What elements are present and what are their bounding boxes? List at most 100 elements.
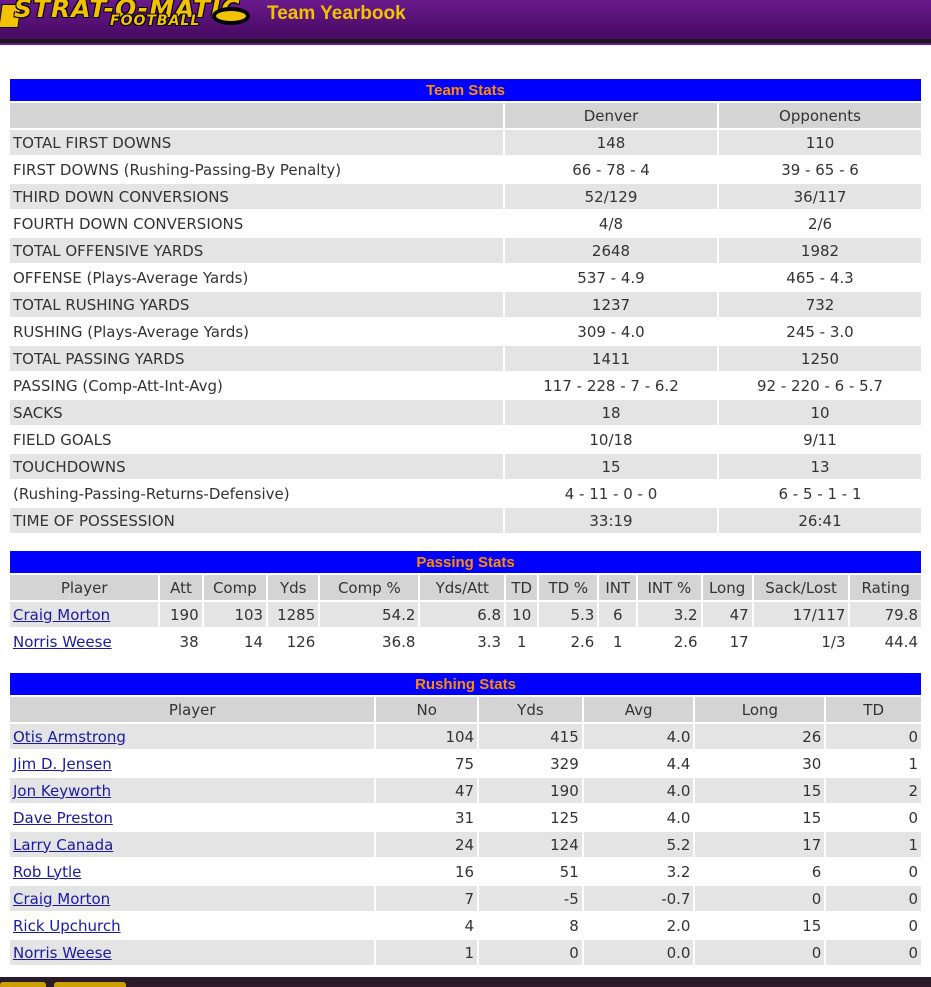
stat-opponent-value: 1982 xyxy=(719,238,922,263)
player-link[interactable]: Larry Canada xyxy=(13,835,114,854)
team-stats-row: RUSHING (Plays-Average Yards) 309 - 4.0 24… xyxy=(10,319,922,344)
team-stats-header-opponents: Opponents xyxy=(719,103,922,128)
rushing-stat-cell: 75 xyxy=(376,751,478,776)
passing-col-header: Comp % xyxy=(320,575,419,600)
passing-stat-cell: 36.8 xyxy=(320,629,419,654)
passing-col-header: Player xyxy=(10,575,159,600)
stat-team-value: 117 - 228 - 7 - 6.2 xyxy=(505,373,717,398)
stat-opponent-value: 732 xyxy=(719,292,922,317)
rushing-stat-cell: 5.2 xyxy=(583,832,694,857)
passing-stat-cell: 1 xyxy=(506,629,538,654)
stat-team-value: 1411 xyxy=(505,346,717,371)
stat-opponent-value: 2/6 xyxy=(719,211,922,236)
player-link[interactable]: Norris Weese xyxy=(13,632,112,651)
rushing-stat-cell: 1 xyxy=(826,751,921,776)
player-link[interactable]: Rick Upchurch xyxy=(13,916,121,935)
stat-label: TOTAL PASSING YARDS xyxy=(10,346,503,371)
team-stats-row: FOURTH DOWN CONVERSIONS 4/8 2/6 xyxy=(10,211,922,236)
passing-stat-cell: 3.2 xyxy=(638,602,701,627)
stat-team-value: 52/129 xyxy=(505,184,717,209)
footer-tab-button[interactable] xyxy=(0,982,46,987)
stat-team-value: 66 - 78 - 4 xyxy=(505,157,717,182)
rushing-stat-cell: 7 xyxy=(376,886,478,911)
rushing-col-header: TD xyxy=(826,697,921,722)
rushing-col-header: Avg xyxy=(583,697,694,722)
passing-stat-cell: 5.3 xyxy=(539,602,598,627)
rushing-stat-cell: 0 xyxy=(826,940,921,965)
player-link[interactable]: Dave Preston xyxy=(13,808,113,827)
stat-opponent-value: 13 xyxy=(719,454,922,479)
passing-stat-cell: 17/117 xyxy=(753,602,849,627)
rushing-player-cell: Otis Armstrong xyxy=(10,724,375,749)
rushing-player-cell: Norris Weese xyxy=(10,940,375,965)
rushing-stat-cell: 104 xyxy=(376,724,478,749)
passing-stat-cell: 2.6 xyxy=(539,629,598,654)
player-link[interactable]: Norris Weese xyxy=(13,943,112,962)
rushing-stat-cell: 8 xyxy=(479,913,582,938)
page-title: Team Yearbook xyxy=(267,3,406,24)
stat-label: TOTAL FIRST DOWNS xyxy=(10,130,503,155)
passing-col-header: INT % xyxy=(638,575,701,600)
stat-label: THIRD DOWN CONVERSIONS xyxy=(10,184,503,209)
stat-label: SACKS xyxy=(10,400,503,425)
passing-stat-cell: 1 xyxy=(599,629,637,654)
passing-stat-cell: 1/3 xyxy=(753,629,849,654)
passing-stat-cell: 103 xyxy=(203,602,267,627)
rushing-stat-cell: 0 xyxy=(826,724,921,749)
passing-col-header: TD xyxy=(506,575,538,600)
header-divider-dark xyxy=(0,39,931,43)
rushing-stat-cell: 0 xyxy=(695,886,825,911)
passing-stat-cell: 17 xyxy=(702,629,752,654)
team-stats-row: (Rushing-Passing-Returns-Defensive) 4 - 1… xyxy=(10,481,922,506)
rushing-stat-cell: 4.0 xyxy=(583,805,694,830)
stat-opponent-value: 36/117 xyxy=(719,184,922,209)
rushing-stat-cell: 0.0 xyxy=(583,940,694,965)
team-stats-header-blank xyxy=(10,103,503,128)
stat-team-value: 33:19 xyxy=(505,508,717,533)
passing-stat-cell: 190 xyxy=(160,602,202,627)
player-link[interactable]: Jim D. Jensen xyxy=(13,754,112,773)
stat-label: TIME OF POSSESSION xyxy=(10,508,503,533)
team-stats-row: TOTAL OFFENSIVE YARDS 2648 1982 xyxy=(10,238,922,263)
stat-opponent-value: 9/11 xyxy=(719,427,922,452)
player-link[interactable]: Otis Armstrong xyxy=(13,727,126,746)
stat-team-value: 148 xyxy=(505,130,717,155)
stat-opponent-value: 92 - 220 - 6 - 5.7 xyxy=(719,373,922,398)
rushing-stat-cell: 190 xyxy=(479,778,582,803)
stat-team-value: 537 - 4.9 xyxy=(505,265,717,290)
logo-subtext: FOOTBALL xyxy=(110,13,201,29)
stat-label: PASSING (Comp-Att-Int-Avg) xyxy=(10,373,503,398)
stat-opponent-value: 39 - 65 - 6 xyxy=(719,157,922,182)
footer-tab-button[interactable] xyxy=(54,982,126,987)
team-stats-row: TOUCHDOWNS 15 13 xyxy=(10,454,922,479)
stat-team-value: 4 - 11 - 0 - 0 xyxy=(505,481,717,506)
rushing-stat-cell: 0 xyxy=(826,886,921,911)
rushing-col-header: Player xyxy=(10,697,375,722)
passing-stats-title: Passing Stats xyxy=(10,551,921,573)
passing-stats-body: Craig Morton 190 103 1285 54.2 6.8 10 5.3 6 3.2 47… xyxy=(10,602,921,654)
passing-stat-cell: 2.6 xyxy=(638,629,701,654)
player-link[interactable]: Craig Morton xyxy=(13,605,111,624)
rushing-stat-cell: 3.2 xyxy=(583,859,694,884)
passing-col-header: Sack/Lost xyxy=(753,575,849,600)
rushing-row: Jon Keyworth 47 190 4.0 15 2 xyxy=(10,778,921,803)
rushing-stat-cell: 17 xyxy=(695,832,825,857)
passing-col-header: Yds xyxy=(268,575,319,600)
player-link[interactable]: Jon Keyworth xyxy=(13,781,112,800)
stat-label: RUSHING (Plays-Average Yards) xyxy=(10,319,503,344)
stat-label: OFFENSE (Plays-Average Yards) xyxy=(10,265,503,290)
passing-stat-cell: 1285 xyxy=(268,602,319,627)
rushing-row: Norris Weese 1 0 0.0 0 0 xyxy=(10,940,921,965)
rushing-row: Rob Lytle 16 51 3.2 6 0 xyxy=(10,859,921,884)
rushing-stat-cell: -5 xyxy=(479,886,582,911)
player-link[interactable]: Rob Lytle xyxy=(13,862,82,881)
stat-opponent-value: 26:41 xyxy=(719,508,922,533)
stat-label: TOTAL RUSHING YARDS xyxy=(10,292,503,317)
stat-label: TOTAL OFFENSIVE YARDS xyxy=(10,238,503,263)
player-link[interactable]: Craig Morton xyxy=(13,889,111,908)
rushing-stat-cell: 0 xyxy=(826,805,921,830)
strat-o-matic-logo[interactable]: STRAT-O-MATIC FOOTBALL xyxy=(0,0,262,34)
team-stats-table: Team Stats Denver Opponents TOTAL FIRST … xyxy=(8,77,923,535)
passing-col-header: Long xyxy=(702,575,752,600)
team-stats-header-team: Denver xyxy=(505,103,717,128)
